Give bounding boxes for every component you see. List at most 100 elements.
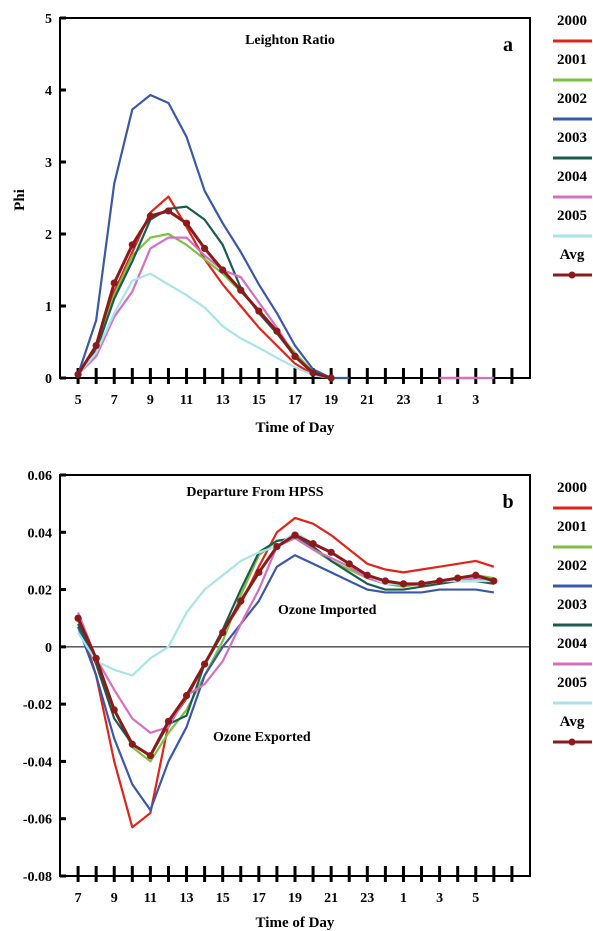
chart-title: Leighton Ratio: [245, 33, 335, 48]
chart-title: Departure From HPSS: [186, 485, 323, 500]
annotation: Ozone Imported: [278, 603, 377, 618]
y-tick-label: 4: [45, 84, 52, 99]
y-tick-label: -0.04: [23, 755, 52, 770]
panel-letter: b: [502, 491, 513, 513]
y-tick-label: 2: [45, 228, 52, 243]
data-point: [381, 577, 389, 585]
series-2002: [77, 554, 495, 812]
legend-marker: [568, 738, 576, 746]
legend-label: 2000: [557, 480, 587, 496]
y-axis-title: Phi: [12, 189, 28, 211]
data-point: [128, 241, 136, 249]
x-tick-label: 3: [472, 393, 479, 408]
data-point: [128, 740, 136, 748]
y-tick-label: 3: [45, 156, 52, 171]
x-tick-label: 23: [360, 891, 374, 906]
y-tick-label: 0: [45, 372, 52, 387]
data-point: [399, 580, 408, 588]
data-point: [291, 531, 299, 539]
series-line: [77, 536, 495, 763]
x-tick-label: 17: [252, 891, 266, 906]
series-Avg: [74, 531, 498, 760]
x-tick-label: 3: [436, 891, 443, 906]
x-axis-title: Time of Day: [256, 915, 335, 931]
x-tick-label: 13: [180, 891, 194, 906]
y-tick-label: -0.02: [23, 698, 52, 713]
x-tick-label: 19: [288, 891, 302, 906]
series-line: [77, 93, 350, 380]
legend-label: 2001: [557, 519, 587, 535]
y-tick-label: 1: [45, 300, 52, 315]
x-tick-label: 5: [472, 891, 479, 906]
x-tick-label: 21: [360, 393, 374, 408]
x-tick-label: 5: [75, 393, 82, 408]
series-2005: [77, 272, 332, 380]
data-point: [92, 654, 100, 662]
legend-label: 2000: [557, 13, 587, 29]
legend-label: 2005: [557, 208, 587, 224]
data-point: [327, 374, 335, 382]
series-2000: [77, 516, 495, 829]
legend-label: 2002: [557, 558, 587, 574]
y-tick-label: 0.04: [28, 526, 53, 541]
data-point: [146, 752, 154, 760]
legend-label: 2003: [557, 597, 587, 613]
x-tick-label: 7: [75, 891, 82, 906]
legend: 2000 2001 2002 2003 2004 2005 Avg: [553, 13, 592, 279]
data-point: [363, 571, 371, 579]
data-point: [237, 597, 245, 605]
data-point: [219, 628, 227, 637]
legend-marker: [568, 271, 576, 279]
y-tick-label: -0.08: [23, 870, 52, 885]
legend-label: 2004: [557, 636, 588, 652]
data-point: [164, 207, 173, 215]
data-point: [490, 577, 498, 585]
series-line: [77, 554, 495, 812]
data-point: [309, 540, 317, 548]
series-line: [77, 272, 332, 380]
y-tick-label: 0.02: [28, 584, 53, 599]
series-2000: [77, 195, 476, 380]
x-tick-label: 23: [396, 393, 410, 408]
data-point: [110, 279, 118, 287]
data-point: [454, 574, 462, 582]
series-line: [77, 516, 495, 829]
series-2001: [77, 536, 495, 763]
x-tick-label: 1: [436, 393, 443, 408]
legend-label: Avg: [560, 714, 585, 730]
data-point: [182, 691, 191, 700]
panel-letter: a: [503, 34, 513, 56]
series-2002: [77, 93, 350, 380]
x-tick-label: 11: [180, 393, 193, 408]
data-point: [182, 219, 191, 227]
data-point: [255, 568, 263, 576]
legend-label: 2003: [557, 130, 587, 146]
y-tick-label: -0.06: [23, 813, 52, 828]
y-tick-label: 0: [45, 641, 52, 656]
data-point: [255, 307, 263, 315]
legend-label: 2002: [557, 91, 587, 107]
legend-label: 2005: [557, 675, 587, 691]
data-point: [110, 706, 118, 714]
legend-label: 2001: [557, 52, 587, 68]
x-tick-label: 17: [288, 393, 302, 408]
legend-label: Avg: [560, 247, 585, 263]
x-tick-label: 21: [324, 891, 338, 906]
y-tick-label: 0.06: [28, 469, 53, 484]
x-tick-label: 13: [216, 393, 230, 408]
data-point: [74, 370, 82, 378]
data-point: [436, 577, 444, 585]
x-tick-label: 11: [144, 891, 157, 906]
data-point: [201, 244, 209, 252]
data-point: [291, 352, 299, 360]
x-tick-label: 1: [400, 891, 407, 906]
data-point: [74, 614, 82, 622]
data-point: [273, 543, 281, 551]
data-point: [273, 327, 281, 335]
series-Avg: [74, 207, 335, 382]
data-point: [472, 571, 480, 579]
y-tick-label: 5: [45, 12, 52, 27]
x-tick-label: 15: [216, 891, 230, 906]
data-point: [201, 660, 209, 668]
